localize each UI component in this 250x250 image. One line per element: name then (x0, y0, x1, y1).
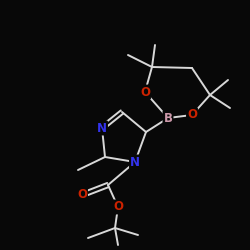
Text: N: N (97, 122, 107, 134)
Text: O: O (187, 108, 197, 122)
Text: O: O (77, 188, 87, 202)
Text: O: O (140, 86, 150, 98)
Text: O: O (113, 200, 123, 213)
Text: N: N (130, 156, 140, 168)
Text: B: B (164, 112, 172, 124)
